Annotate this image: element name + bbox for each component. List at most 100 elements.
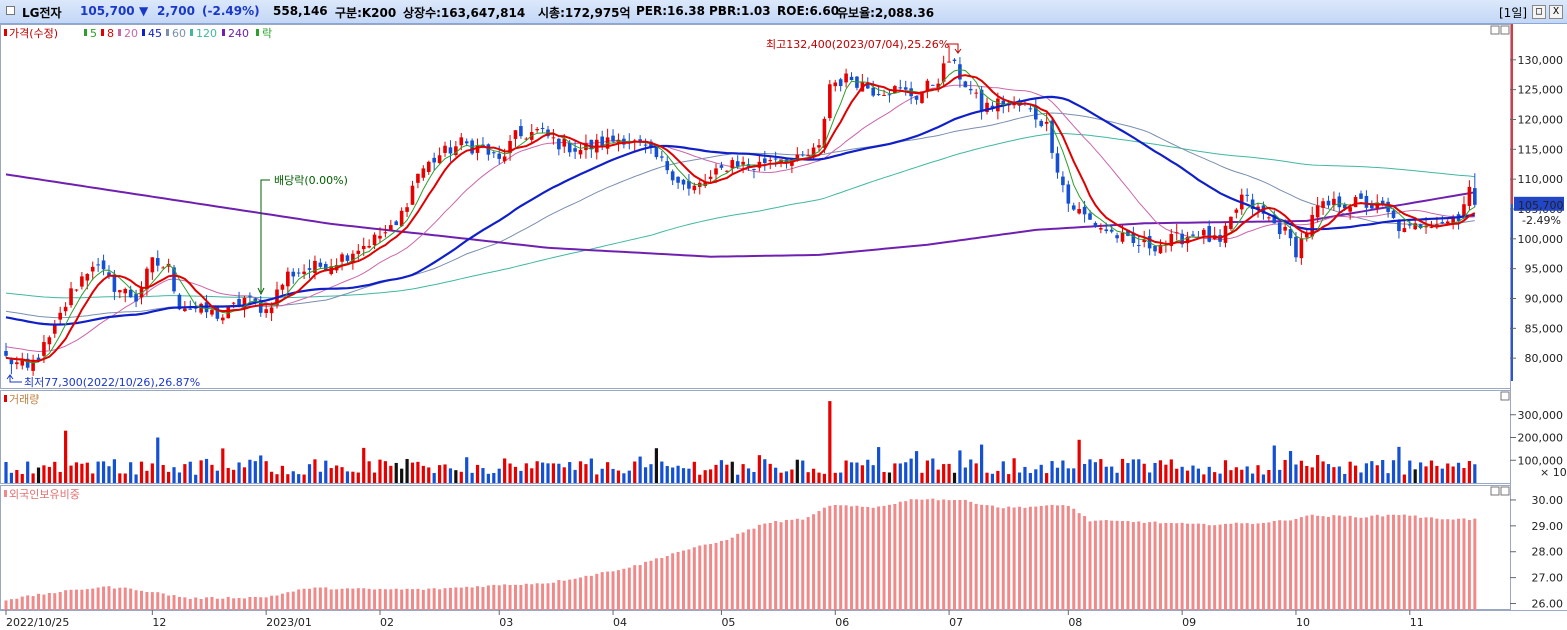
candle [128,285,133,298]
volume-bar [584,464,588,483]
x-tick-label: 07 [949,616,963,629]
volume-bar [1207,466,1211,483]
foreign-ratio-bar [1305,515,1309,610]
price-panel-frame [0,24,1511,389]
foreign-ratio-bar [524,583,528,610]
volume-bar [1353,465,1358,483]
volume-bar [432,473,436,483]
foreign-ratio-bar [660,558,664,610]
period-selector[interactable]: [1일] [1499,6,1528,20]
volume-bar [703,470,707,483]
foreign-panel-close-icon[interactable] [1500,486,1510,496]
volume-bar [692,461,696,483]
volume-bar [573,469,577,483]
volume-bar [269,471,274,483]
foreign-ratio-bar [427,588,431,610]
foreign-ratio-bar [26,595,30,610]
price-panel-close-icon[interactable] [1500,25,1510,35]
foreign-ratio-bar [1148,522,1152,610]
volume-bar [264,461,268,483]
foreign-ratio-bar [1451,519,1455,610]
foreign-ratio-bar [763,523,767,610]
foreign-ratio-bar [817,511,821,610]
candle [1337,192,1342,213]
candle [947,45,951,63]
foreign-ratio-bar [1121,520,1125,610]
price-legend: 가격(수정) 5 8 20 45 60 120 240 락 [4,27,272,40]
foreign-ratio-bar [177,596,181,610]
foreign-ratio-bar [1050,504,1054,610]
volume-bar [156,437,160,483]
candle [345,253,350,265]
last-price-marker: 105,700 -2.49% [1514,196,1564,227]
volume-bar [746,468,751,483]
foreign-ratio-bar [833,505,837,610]
foreign-ratio-bar [1321,516,1325,610]
foreign-tick-label: 27.00 [1532,572,1564,585]
foreign-ratio-bar [1115,520,1119,610]
volume-bar [1429,460,1434,483]
window-minimize-button[interactable]: □ [1532,5,1546,19]
foreign-ratio-bar [69,589,73,610]
candle [101,254,106,276]
candle [1039,119,1044,128]
window-close-button[interactable]: X [1549,5,1563,19]
x-tick-label: 09 [1182,616,1196,629]
volume-bar [551,463,556,483]
legend-ex-dividend: 락 [262,27,272,40]
foreign-ratio-bar [221,598,225,610]
foreign-ratio-bar [1435,518,1439,610]
foreign-ratio-bar [860,506,864,610]
foreign-ratio-bar [844,505,848,610]
foreign-ratio-bar [1207,525,1211,610]
foreign-ratio-bar [1229,523,1233,610]
volume-panel-close-icon[interactable] [1500,391,1510,401]
volume-bar [1370,461,1374,483]
foreign-panel-menu-icon[interactable] [1490,486,1500,496]
ma5-line [5,69,1476,364]
volume-bar [1424,466,1428,483]
stock-chart[interactable]: 80,00085,00090,00095,000100,000105,00011… [0,24,1567,630]
volume-bar [226,467,230,483]
foreign-ratio-bar [1072,508,1076,610]
candle [426,160,431,175]
volume-bar [671,467,675,483]
candle [1364,190,1369,216]
foreign-ratio-bar [990,505,994,610]
foreign-ratio-bar [1354,517,1358,610]
x-tick-label: 06 [835,616,849,629]
volume-bar [275,474,279,483]
low-annotation: 최저77,300(2022/10/26),26.87% [6,374,200,389]
volume-bar [497,468,501,483]
volume-bar [681,468,686,483]
candle [1153,245,1157,256]
foreign-ratio-bar [199,599,203,610]
candle [757,154,762,172]
candle [665,156,670,175]
foreign-ratio-bar [1457,518,1461,610]
listed-shares: 상장수:163,647,814 [403,6,526,20]
foreign-ratio-bar [725,539,729,610]
candle [931,84,935,86]
foreign-ratio-bar [340,588,344,610]
volume-bar [1326,464,1331,483]
candle [1028,104,1033,113]
volume-bar [676,465,680,483]
foreign-ratio-bar [297,589,301,610]
volume-bar [1462,468,1466,483]
price-panel-menu-icon[interactable] [1490,25,1500,35]
foreign-ratio-bar [318,587,322,610]
candle [1234,207,1239,219]
foreign-ratio-bar [1018,506,1022,610]
window-menu-icon[interactable] [6,6,15,15]
candle [551,128,556,145]
volume-bar [1034,469,1038,483]
candle [161,266,165,269]
foreign-ratio-bar [1191,523,1195,610]
volume-bar [1158,460,1163,483]
candle [69,281,73,308]
candle [378,227,382,244]
foreign-ratio-bar [91,588,95,610]
foreign-ratio-bar [627,567,631,610]
price-tick-label: 100,000 [1518,233,1564,246]
